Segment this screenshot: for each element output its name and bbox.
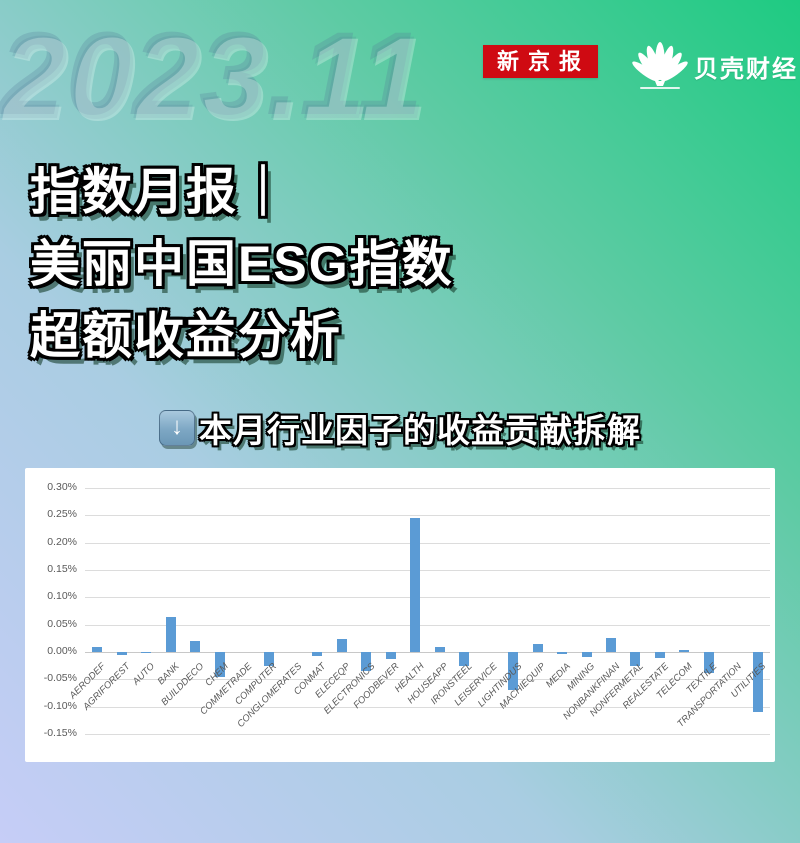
logo-subtext-line xyxy=(640,87,680,89)
gridline xyxy=(85,734,770,735)
bar-foodbever xyxy=(385,652,396,659)
bar-health xyxy=(410,518,421,652)
bar-chem xyxy=(214,652,225,677)
gridline xyxy=(85,597,770,599)
bar-textile xyxy=(703,652,714,673)
bar-nonbankfinan xyxy=(606,638,616,652)
subtitle-text: 本月行业因子的收益贡献拆解 xyxy=(199,412,641,449)
bar-nonfermetal xyxy=(630,652,641,666)
bar-eleceqp xyxy=(336,639,347,652)
y-tick-label: -0.15% xyxy=(43,727,77,739)
y-tick-label: 0.25% xyxy=(47,508,77,521)
gridline xyxy=(85,515,770,517)
page-title: 指数月报｜ 美丽中国ESG指数 超额收益分析 xyxy=(30,156,454,372)
y-axis: 0.30% 0.25% 0.20% 0.15% 0.10% 0.05% 0.00% -0.05… xyxy=(25,481,83,739)
bar-chart-panel: 0.30% 0.25% 0.20% 0.15% 0.10% 0.05% 0.00% -0.05… xyxy=(25,468,775,762)
bar-bank xyxy=(165,616,176,652)
title-line-1: 指数月报｜ xyxy=(30,164,290,220)
y-tick-label: -0.10% xyxy=(43,699,77,712)
bar-telecom xyxy=(679,650,690,652)
plot-area: AERODEF AGRIFOREST AUTO BANK BUILDDECO CHEM CO… xyxy=(68,488,770,735)
gridline xyxy=(85,488,770,489)
bar-realestate xyxy=(654,652,665,658)
y-tick-label: 0.30% xyxy=(47,481,77,493)
chart-subtitle: ↓ 本月行业因子的收益贡献拆解 xyxy=(0,404,800,452)
gridline xyxy=(85,706,770,708)
gridline xyxy=(85,570,770,571)
down-arrow-icon: ↓ xyxy=(159,410,195,446)
year-watermark: 2023.11 xyxy=(4,14,429,146)
logo-text: 贝壳财经 xyxy=(694,55,798,83)
x-tick-label: AUTO xyxy=(130,661,157,688)
gridline xyxy=(85,542,770,544)
bar-computer xyxy=(263,652,274,666)
y-tick-label: 0.15% xyxy=(47,563,77,575)
bar-agriforest xyxy=(116,652,127,655)
bar-media xyxy=(557,652,568,655)
y-tick-label: 0.00% xyxy=(47,645,77,657)
gridline xyxy=(85,679,770,681)
bar-utilities xyxy=(752,652,763,713)
bar-aerodef xyxy=(92,646,103,652)
y-tick-label: 0.10% xyxy=(47,590,77,603)
bar-conmat xyxy=(312,652,323,656)
bar-lightindus xyxy=(508,652,519,691)
press-badge: 新京报 xyxy=(483,45,599,78)
title-line-3: 超额收益分析 xyxy=(30,308,342,364)
title-line-2: 美丽中国ESG指数 xyxy=(30,236,454,292)
bar-ironsteel xyxy=(459,652,470,666)
bar-builddeco xyxy=(190,641,201,652)
y-tick-label: -0.05% xyxy=(43,672,77,685)
gridline xyxy=(85,624,770,626)
bar-houseapp xyxy=(434,647,445,652)
zero-axis-line xyxy=(85,652,770,653)
bar-mining xyxy=(581,652,592,657)
bar-electronics xyxy=(361,652,372,672)
shell-icon xyxy=(632,40,688,92)
bar-machiequip xyxy=(532,643,543,652)
y-tick-label: 0.20% xyxy=(47,535,77,548)
brand-logo: 贝壳财经 xyxy=(632,40,798,92)
bar-auto xyxy=(141,652,152,654)
y-tick-label: 0.05% xyxy=(47,617,77,630)
